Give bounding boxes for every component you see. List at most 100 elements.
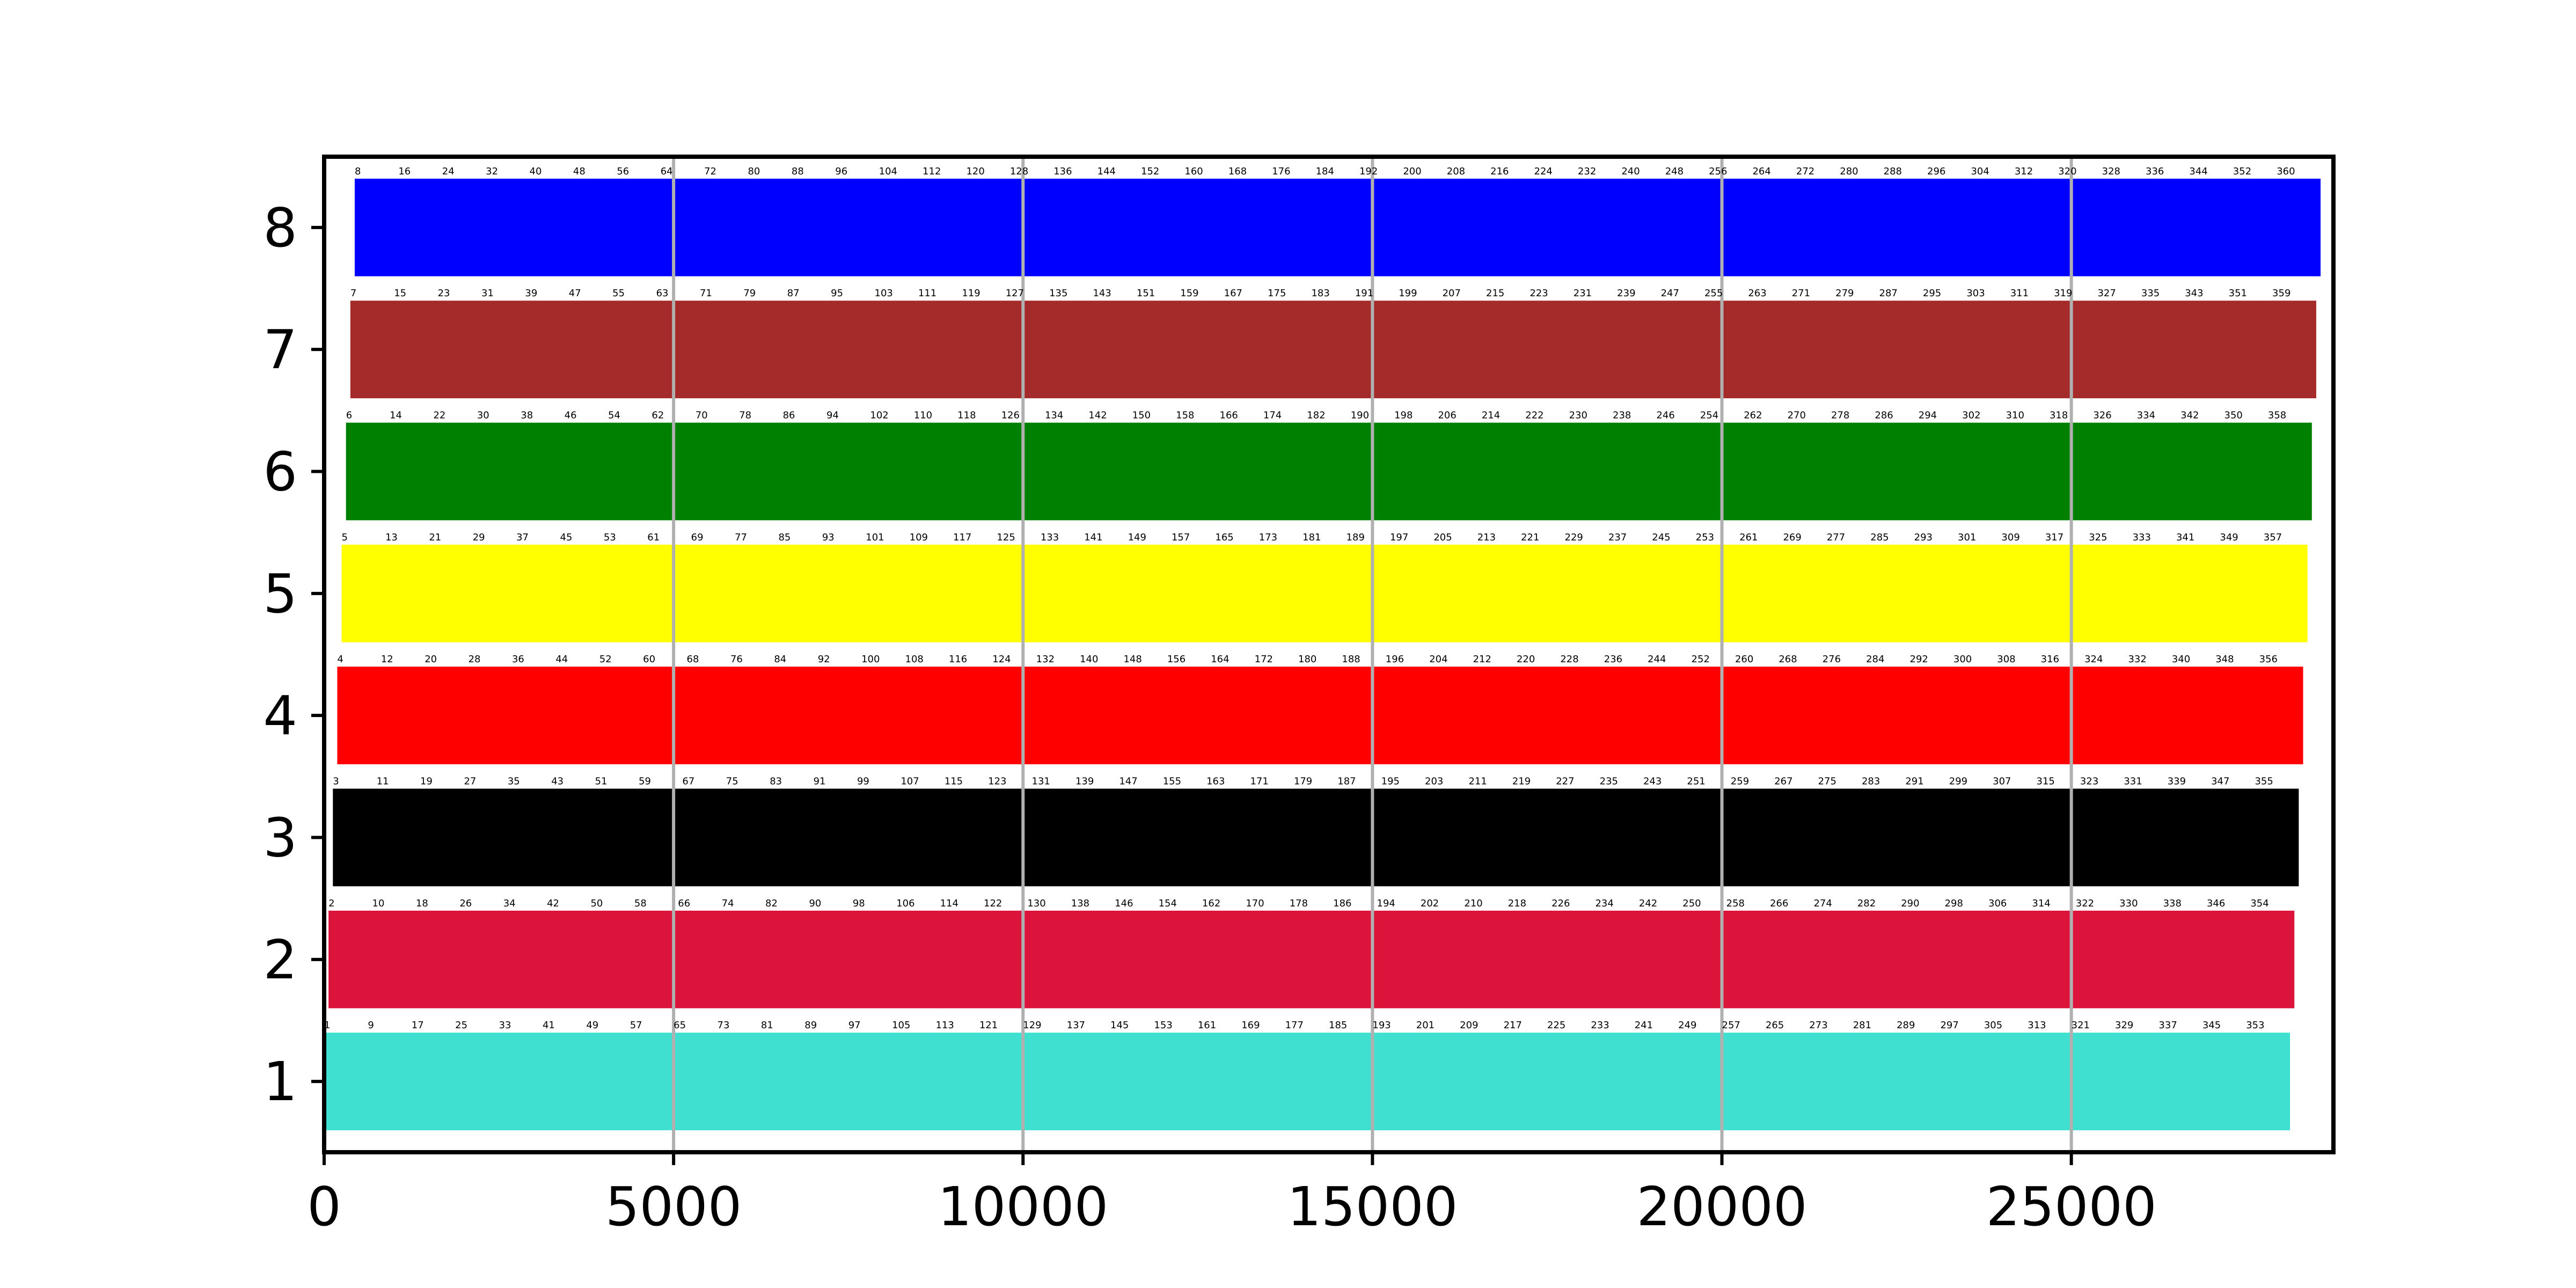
bar-label: 235 <box>1600 776 1618 787</box>
bar-label: 169 <box>1241 1020 1260 1031</box>
bar-label: 323 <box>2080 776 2098 787</box>
bar-segment <box>1197 1033 1242 1131</box>
bar-label: 113 <box>935 1020 954 1031</box>
bar-label: 249 <box>1678 1020 1696 1031</box>
bar-segment <box>1490 178 1535 276</box>
bar-label: 75 <box>726 776 738 787</box>
bar-segment <box>1128 544 1172 642</box>
bar-label: 296 <box>1927 166 1945 177</box>
bar-segment <box>2272 301 2316 399</box>
bar-segment <box>1866 667 1911 765</box>
bar-segment <box>324 1033 368 1131</box>
bar-segment <box>459 910 504 1008</box>
bar-segment <box>507 788 552 887</box>
bar-label: 327 <box>2097 288 2116 299</box>
bar-label: 211 <box>1468 776 1487 787</box>
bar-label: 190 <box>1351 410 1369 421</box>
bar-segment <box>1394 422 1438 521</box>
bar-segment <box>511 667 556 765</box>
bar-label: 146 <box>1115 898 1133 909</box>
bar-segment <box>2185 301 2229 399</box>
y-tick-label: 6 <box>263 441 297 503</box>
bar-segment <box>477 422 521 521</box>
bar-row-6 <box>346 422 2312 521</box>
bar-segment <box>966 178 1011 276</box>
bar-segment <box>1176 422 1220 521</box>
bar-label: 102 <box>870 410 888 421</box>
bar-segment <box>1552 910 1596 1008</box>
bar-segment <box>1525 422 1570 521</box>
bar-segment <box>748 178 792 276</box>
bar-label: 26 <box>459 898 472 909</box>
bar-segment <box>1464 910 1509 1008</box>
bar-label: 39 <box>525 288 537 299</box>
bar-label: 109 <box>910 532 928 543</box>
bar-label: 305 <box>1984 1020 2002 1031</box>
bar-segment <box>686 667 731 765</box>
bar-label: 184 <box>1316 166 1334 177</box>
bar-label: 200 <box>1403 166 1421 177</box>
bar-label: 46 <box>565 410 577 421</box>
bar-segment <box>2277 178 2321 276</box>
bar-label: 167 <box>1224 288 1242 299</box>
bar-label: 306 <box>1988 898 2007 909</box>
bar-segment <box>2128 667 2172 765</box>
bar-segment <box>1162 788 1207 887</box>
bar-label: 268 <box>1779 654 1797 665</box>
bar-label: 225 <box>1547 1020 1565 1031</box>
bar-segment <box>1870 544 1915 642</box>
bar-label: 130 <box>1027 898 1045 909</box>
bar-label: 330 <box>2119 898 2138 909</box>
bar-label: 187 <box>1337 776 1356 787</box>
bar-label: 137 <box>1067 1020 1085 1031</box>
bar-label: 61 <box>647 532 660 543</box>
bar-segment <box>866 544 910 642</box>
bar-label: 346 <box>2207 898 2225 909</box>
bar-label: 18 <box>416 898 428 909</box>
bar-label: 207 <box>1443 288 1461 299</box>
bar-segment <box>2141 301 2185 399</box>
bar-segment <box>1438 422 1482 521</box>
bar-label: 84 <box>774 654 786 665</box>
bar-label: 144 <box>1097 166 1116 177</box>
bar-segment <box>1481 422 1526 521</box>
bar-segment <box>1818 788 1862 887</box>
bar-segment <box>425 667 469 765</box>
bar-label: 232 <box>1578 166 1596 177</box>
bar-segment <box>1040 544 1085 642</box>
bar-label: 185 <box>1329 1020 1347 1031</box>
bar-segment <box>1167 667 1211 765</box>
bar-segment <box>639 788 683 887</box>
bar-segment <box>1796 178 1840 276</box>
bar-segment <box>1914 544 1958 642</box>
bar-segment <box>1044 422 1089 521</box>
bar-segment <box>2058 178 2103 276</box>
bar-label: 44 <box>555 654 568 665</box>
bar-segment <box>573 178 617 276</box>
bar-label: 319 <box>2054 288 2072 299</box>
bar-label: 57 <box>630 1020 642 1031</box>
bar-segment <box>2071 1033 2116 1131</box>
bar-segment <box>1468 788 1513 887</box>
bar-segment <box>1053 178 1098 276</box>
bar-segment <box>1473 667 1517 765</box>
bar-label: 269 <box>1783 532 1801 543</box>
bar-label: 35 <box>508 776 520 787</box>
bar-segment <box>542 1033 587 1131</box>
bar-label: 292 <box>1910 654 1928 665</box>
bar-label: 180 <box>1298 654 1316 665</box>
bar-segment <box>398 178 443 276</box>
bar-label: 253 <box>1696 532 1714 543</box>
bar-label: 77 <box>735 532 747 543</box>
bar-label: 217 <box>1504 1020 1522 1031</box>
bar-label: 87 <box>787 288 800 299</box>
bar-label: 251 <box>1687 776 1705 787</box>
bar-label: 258 <box>1726 898 1745 909</box>
bar-segment <box>739 422 784 521</box>
bar-label: 197 <box>1390 532 1408 543</box>
bar-segment <box>1097 178 1141 276</box>
bar-segment <box>1263 422 1307 521</box>
bar-segment <box>1879 301 1923 399</box>
bar-segment <box>804 1033 849 1131</box>
bar-segment <box>1971 178 2015 276</box>
